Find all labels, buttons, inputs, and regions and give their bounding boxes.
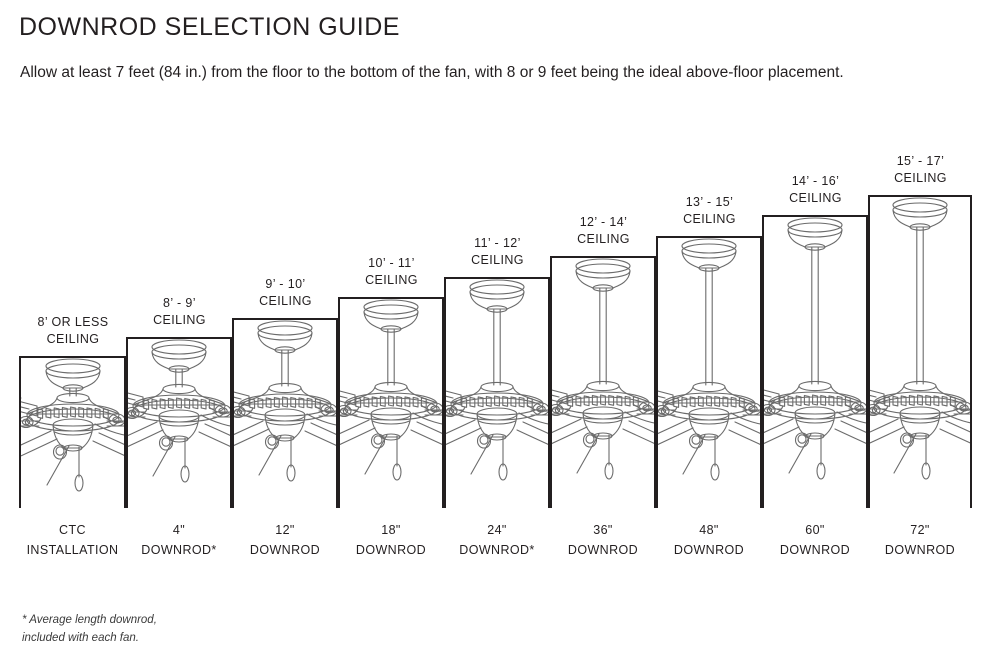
ceiling-height-column — [762, 215, 868, 508]
column-outline — [338, 297, 444, 508]
footnote: * Average length downrod, included with … — [22, 614, 157, 644]
column-outline — [762, 215, 868, 508]
fan-illustration — [550, 256, 656, 508]
downrod-selection-diagram: 8’ OR LESS CEILING 8’ - 9’ CEILING 9’ - 10… — [0, 130, 990, 520]
downrod-label: 48" DOWNROD — [644, 520, 774, 560]
ceiling-height-column — [656, 236, 762, 508]
ceiling-height-label: 10’ - 11’ CEILING — [365, 256, 418, 287]
fan-illustration — [444, 277, 550, 508]
downrod-word: INSTALLATION — [26, 543, 119, 557]
downrod-label: 18" DOWNROD — [326, 520, 456, 560]
downrod-word: DOWNROD* — [141, 543, 217, 557]
downrod-label: 72" DOWNROD — [855, 520, 985, 560]
downrod-size: 24" — [487, 523, 507, 537]
column-outline — [19, 356, 126, 508]
column-outline — [868, 195, 972, 508]
ceiling-height-column — [550, 256, 656, 508]
ceiling-height-column — [444, 277, 550, 508]
downrod-label: 60" DOWNROD — [750, 520, 880, 560]
downrod-word: DOWNROD — [355, 543, 427, 557]
column-outline — [444, 277, 550, 508]
fan-illustration — [126, 337, 232, 508]
downrod-word: DOWNROD — [779, 543, 851, 557]
fan-illustration — [762, 215, 868, 508]
ceiling-height-label: 15’ - 17’ CEILING — [894, 154, 947, 185]
ceiling-height-label: 9’ - 10’ CEILING — [259, 277, 312, 308]
ceiling-height-label: 12’ - 14’ CEILING — [577, 215, 630, 246]
column-outline — [550, 256, 656, 508]
downrod-size: 72" — [910, 523, 930, 537]
downrod-size: CTC — [59, 523, 86, 537]
column-outline — [232, 318, 338, 508]
ceiling-height-label: 8’ OR LESS CEILING — [37, 315, 109, 346]
downrod-size: 48" — [699, 523, 719, 537]
downrod-label: 4" DOWNROD* — [114, 520, 244, 560]
downrod-size: 4" — [172, 523, 186, 537]
ceiling-height-label: 8’ - 9’ CEILING — [153, 296, 206, 327]
downrod-label: 24" DOWNROD* — [432, 520, 562, 560]
downrod-label: 12" DOWNROD — [220, 520, 350, 560]
downrod-label: 36" DOWNROD — [538, 520, 668, 560]
ceiling-height-column — [232, 318, 338, 508]
column-outline — [656, 236, 762, 508]
ceiling-height-column — [126, 337, 232, 508]
fan-illustration — [232, 318, 338, 508]
downrod-word: DOWNROD* — [459, 543, 535, 557]
ceiling-height-label: 11’ - 12’ CEILING — [471, 236, 524, 267]
downrod-size: 36" — [593, 523, 613, 537]
downrod-word: DOWNROD — [673, 543, 745, 557]
downrod-word: DOWNROD — [884, 543, 956, 557]
column-outline — [126, 337, 232, 508]
fan-illustration — [656, 236, 762, 508]
downrod-word: DOWNROD — [567, 543, 639, 557]
fan-illustration — [868, 195, 972, 508]
ceiling-height-column — [868, 195, 972, 508]
downrod-size: 12" — [275, 523, 295, 537]
downrod-size: 60" — [805, 523, 825, 537]
fan-illustration — [338, 297, 444, 508]
downrod-label: CTC INSTALLATION — [8, 520, 138, 560]
downrod-label-row: CTC INSTALLATION 4" DOWNROD* 12" DOWNROD 18" DO… — [0, 520, 990, 580]
downrod-word: DOWNROD — [249, 543, 321, 557]
ceiling-height-label: 13’ - 15’ CEILING — [683, 195, 736, 226]
page-title: DOWNROD SELECTION GUIDE — [19, 13, 400, 41]
ceiling-height-column — [19, 356, 126, 508]
ceiling-height-label: 14’ - 16’ CEILING — [789, 174, 842, 205]
ceiling-height-column — [338, 297, 444, 508]
downrod-size: 18" — [381, 523, 401, 537]
intro-paragraph: Allow at least 7 feet (84 in.) from the … — [20, 64, 844, 81]
fan-illustration — [19, 356, 126, 508]
